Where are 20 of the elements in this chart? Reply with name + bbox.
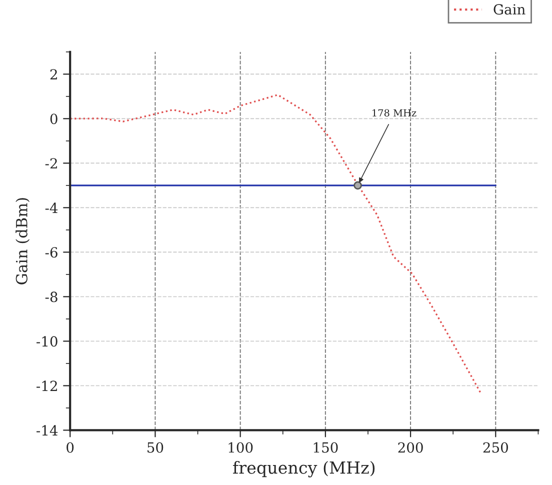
x-tick-label: 150 bbox=[314, 442, 338, 453]
x-tick-label: 50 bbox=[148, 442, 164, 453]
line-series bbox=[70, 94, 482, 394]
y-tick-label: -14 bbox=[36, 425, 58, 436]
annotation: 178 MHz bbox=[372, 109, 416, 117]
x-tick-label: 200 bbox=[398, 442, 423, 453]
x-axis-title: frequency (MHz) bbox=[233, 461, 375, 478]
legend-label: Gain bbox=[494, 4, 526, 15]
y-tick-label: 2 bbox=[50, 69, 57, 80]
y-tick-label: -6 bbox=[45, 247, 58, 258]
y-tick-label: -10 bbox=[36, 336, 58, 347]
x-tick-label: 100 bbox=[228, 442, 253, 453]
y-axis-title: Gain (dBm) bbox=[16, 198, 30, 284]
x-tick-label: 0 bbox=[66, 442, 74, 453]
y-tick-label: -8 bbox=[45, 292, 58, 302]
y-tick-label: 0 bbox=[50, 114, 58, 124]
y-tick-label: -4 bbox=[45, 202, 58, 213]
x-tick-label: 250 bbox=[483, 442, 508, 453]
y-tick-label: -12 bbox=[36, 380, 57, 391]
y-tick-label: -2 bbox=[45, 158, 57, 168]
